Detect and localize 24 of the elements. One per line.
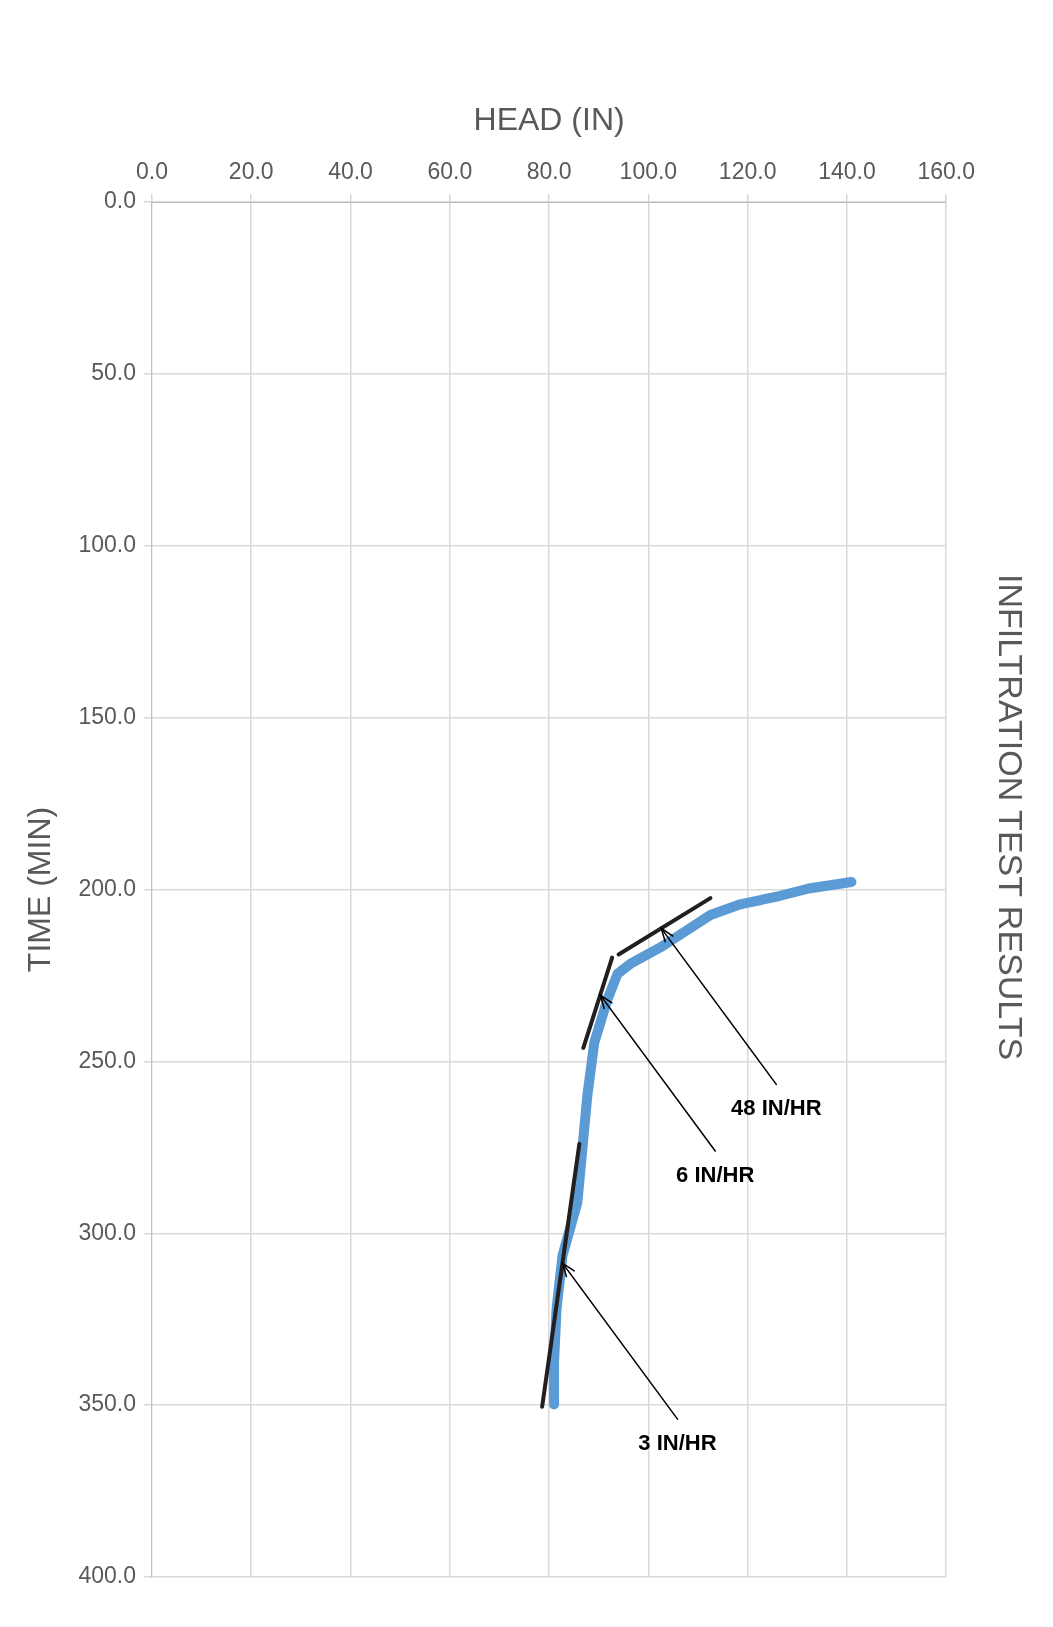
y-tick-label: 350.0 [78,1390,136,1417]
x-tick-label: 100.0 [619,157,678,184]
y-axis-title: TIME (MIN) [21,806,58,973]
annotation: 48 IN/HR [731,1095,822,1121]
y-tick-label: 400.0 [78,1562,136,1589]
annotation: 3 IN/HR [638,1430,717,1456]
x-tick-label: 80.0 [526,157,572,184]
x-tick-label: 0.0 [135,157,168,184]
x-tick-label: 20.0 [228,157,274,184]
x-tick-label: 40.0 [328,157,373,184]
y-tick-label: 250.0 [78,1046,136,1073]
x-tick-label: 120.0 [718,157,777,184]
x-tick-label: 60.0 [427,157,473,184]
text: INFILTRATION TEST RESULTS [990,573,1031,1063]
x-tick-label: 140.0 [818,157,876,184]
x-axis-title: HEAD (IN) [473,101,625,138]
y-tick-label: 0.0 [103,187,136,214]
y-tick-label: 300.0 [78,1218,136,1245]
x-tick-label: 160.0 [917,157,975,184]
y-tick-label: 100.0 [78,531,136,558]
y-tick-label: 50.0 [91,359,136,386]
y-tick-label: 150.0 [78,702,136,729]
y-tick-label: 200.0 [78,874,136,901]
annotation: 6 IN/HR [676,1162,755,1188]
